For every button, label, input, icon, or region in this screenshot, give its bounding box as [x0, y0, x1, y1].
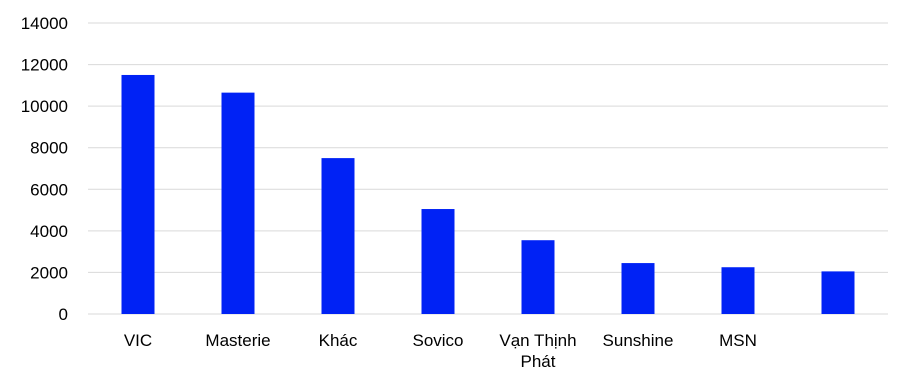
y-tick-label: 2000 [30, 263, 68, 282]
x-category-label: VIC [124, 331, 152, 350]
bar [621, 263, 655, 314]
bar [521, 240, 555, 314]
x-axis-labels: VIC Masterie Khác Sovico Vạn Thịnh Phát Sunshi… [124, 331, 757, 371]
x-category-label: Sunshine [603, 331, 674, 350]
bar [221, 92, 255, 314]
y-tick-label: 6000 [30, 180, 68, 199]
bars [121, 74, 855, 314]
bar [321, 158, 355, 314]
y-tick-label: 8000 [30, 139, 68, 158]
x-category-label: Sovico [412, 331, 463, 350]
bar [421, 209, 455, 314]
gridlines [88, 22, 888, 315]
y-tick-label: 4000 [30, 222, 68, 241]
y-tick-label: 12000 [21, 56, 68, 75]
x-category-label: Khác [319, 331, 358, 350]
bar [121, 74, 155, 314]
y-axis-ticks: 0 2000 4000 6000 8000 10000 12000 14000 [21, 14, 68, 324]
bar [721, 267, 755, 314]
bar [821, 271, 855, 314]
y-tick-label: 0 [59, 305, 68, 324]
y-tick-label: 10000 [21, 97, 68, 116]
x-category-label: MSN [719, 331, 757, 350]
y-tick-label: 14000 [21, 14, 68, 33]
x-category-label: Vạn Thịnh Phát [499, 331, 576, 371]
x-category-label: Masterie [205, 331, 270, 350]
